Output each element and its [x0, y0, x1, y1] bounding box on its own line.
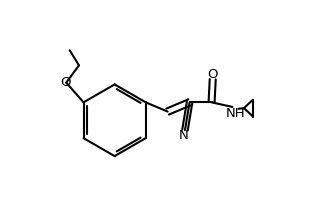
Text: NH: NH: [226, 107, 245, 120]
Text: O: O: [208, 68, 218, 81]
Text: N: N: [178, 129, 188, 142]
Text: O: O: [60, 76, 71, 89]
